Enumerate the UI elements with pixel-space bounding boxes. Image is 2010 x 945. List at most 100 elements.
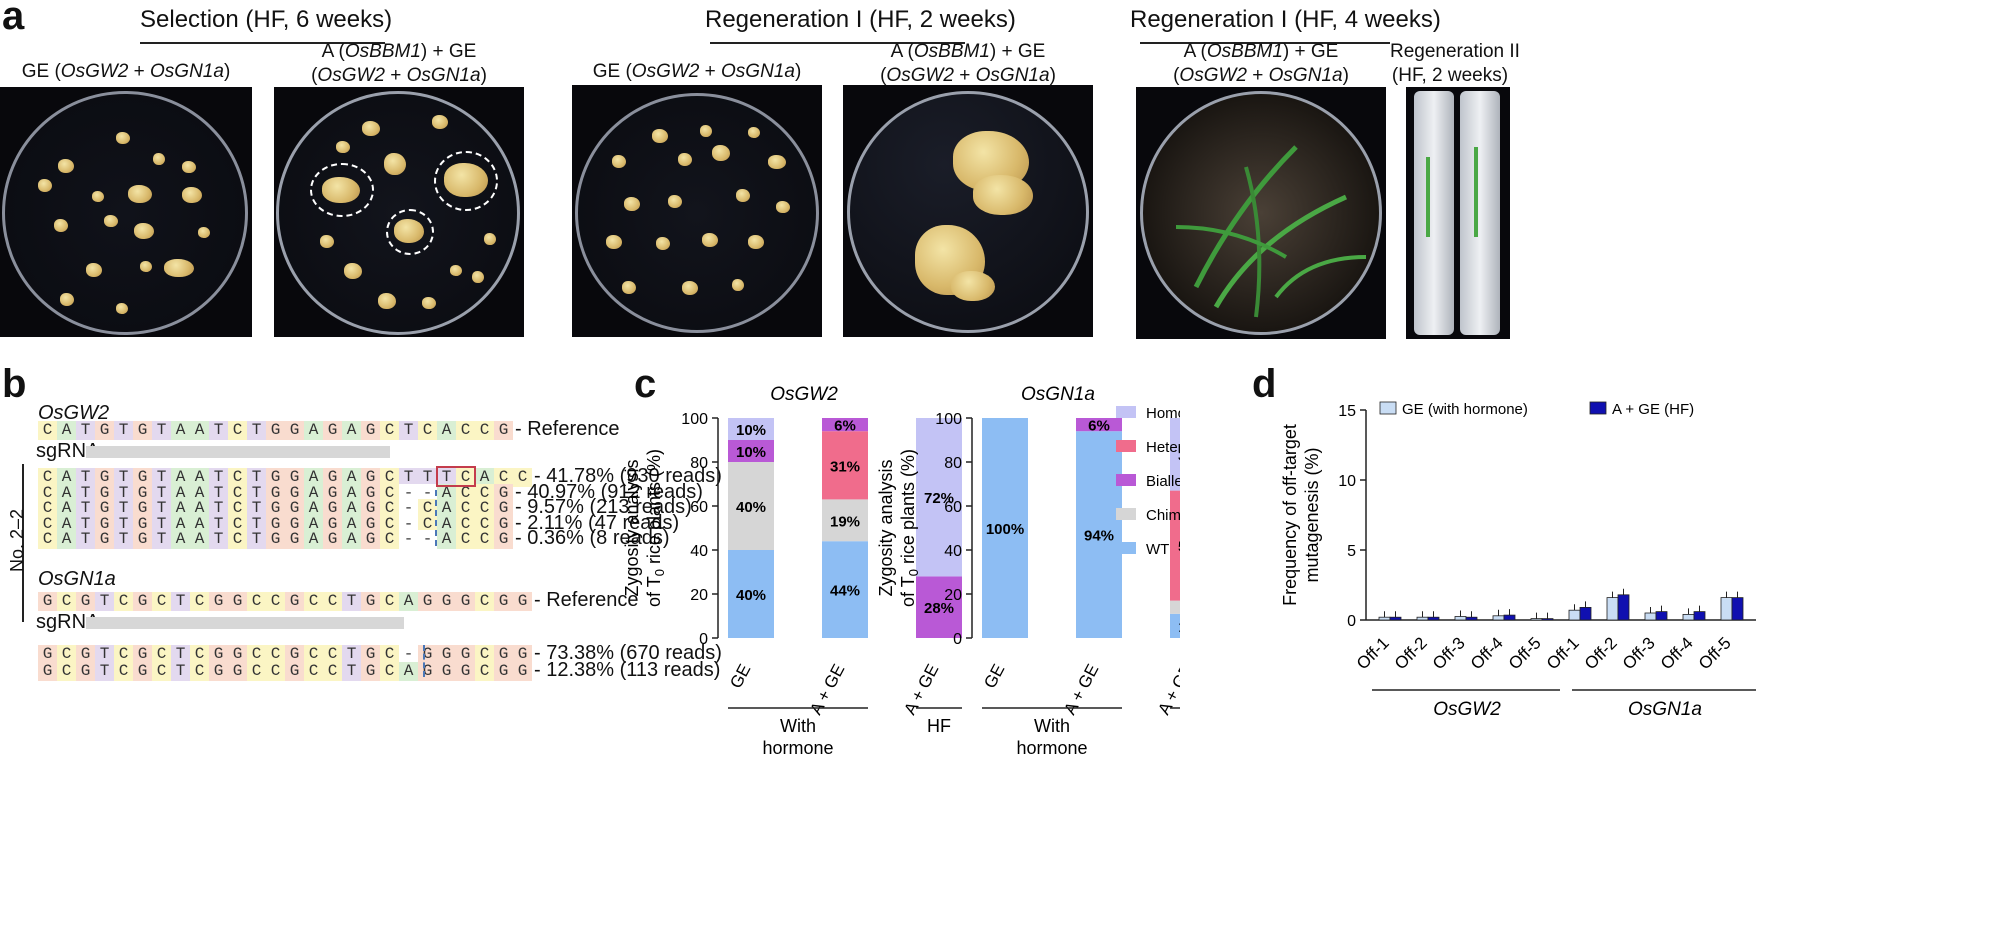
svg-text:Zygosity analysis: Zygosity analysis (876, 459, 896, 596)
bar (1644, 612, 1657, 621)
legend-swatch (1116, 474, 1136, 486)
nucleotide: G (361, 530, 380, 549)
data-label: 28% (924, 600, 954, 617)
nucleotide: G (228, 662, 247, 681)
nucleotide: C (114, 645, 133, 664)
nucleotide: G (266, 514, 285, 534)
nucleotide: G (266, 499, 285, 518)
nucleotide: A (437, 514, 456, 534)
nucleotide: C (114, 662, 133, 681)
nucleotide: A (171, 499, 190, 518)
nucleotide: G (361, 499, 380, 518)
nucleotide: G (285, 421, 304, 440)
nucleotide: T (399, 421, 418, 440)
nucleotide: T (247, 499, 266, 518)
nucleotide: A (304, 514, 323, 534)
nucleotide: G (361, 468, 380, 487)
nucleotide: G (133, 530, 152, 549)
nucleotide: C (266, 592, 285, 611)
nucleotide: C (228, 514, 247, 534)
chart-title: OsGN1a (1021, 384, 1095, 405)
nucleotide: C (57, 645, 76, 664)
legend-label: WT (1146, 541, 1169, 558)
stacked-bar-segment (1170, 418, 1180, 491)
nucleotide: G (494, 662, 513, 681)
nucleotide: G (323, 483, 342, 503)
stacked-bar-segment (1170, 613, 1180, 638)
stacked-bar-segment (728, 550, 774, 638)
nucleotide: C (475, 514, 494, 534)
stacked-bar-segment (1076, 431, 1122, 638)
nucleotide: C (304, 592, 323, 611)
y-tick-label: 40 (944, 543, 962, 560)
nucleotide: C (247, 592, 266, 611)
sgrna-label: sgRNA (36, 440, 100, 462)
stacked-bar-segment (1170, 490, 1180, 601)
nucleotide: G (133, 483, 152, 503)
nucleotide: T (342, 662, 361, 681)
nucleotide: G (323, 421, 342, 440)
nucleotide: G (285, 592, 304, 611)
panel-label-d: d (1252, 362, 1277, 406)
photo-caption: Regeneration II (HF, 2 weeks) (1390, 41, 1520, 86)
y-tick-label: 0 (699, 631, 708, 648)
nucleotide: C (380, 645, 399, 664)
nucleotide: C (456, 483, 475, 503)
nucleotide: C (475, 530, 494, 549)
photo-regeneration-4w (1136, 87, 1386, 339)
read-label: - 73.38% (670 reads) (534, 642, 722, 664)
read-label: - 40.97% (912 reads) (515, 480, 703, 503)
header-regeneration-2w: Regeneration I (HF, 2 weeks) (705, 6, 1016, 33)
header-rule (140, 42, 385, 44)
nucleotide: - (418, 530, 437, 549)
nucleotide: G (494, 421, 513, 440)
legend-swatch (1116, 508, 1136, 520)
photo-caption: GE (OsGW2 + OsGN1a) (21, 61, 231, 82)
nucleotide: G (361, 645, 380, 664)
nucleotide: C (494, 468, 513, 487)
nucleotide: C (228, 530, 247, 549)
group-label: OsGW2 (1433, 699, 1501, 720)
nucleotide: C (475, 483, 494, 503)
x-tick-label: Off-3 (1619, 633, 1659, 673)
nucleotide: A (190, 468, 209, 487)
y-tick-label: 80 (944, 455, 962, 472)
nucleotide: G (494, 592, 513, 611)
nucleotide: T (95, 662, 114, 681)
nucleotide: A (437, 530, 456, 549)
nucleotide: C (456, 499, 475, 518)
nucleotide: A (190, 499, 209, 518)
nucleotide: G (494, 530, 513, 549)
bar (1568, 609, 1581, 621)
nucleotide: A (342, 483, 361, 503)
nucleotide: - (418, 483, 437, 503)
group-label: With (780, 716, 816, 736)
nucleotide: A (171, 514, 190, 534)
nucleotide: - (399, 499, 418, 518)
x-tick-label: Off-1 (1353, 633, 1393, 673)
nucleotide: C (418, 421, 437, 440)
nucleotide: C (57, 592, 76, 611)
nucleotide: A (171, 483, 190, 503)
nucleotide: G (133, 468, 152, 487)
gene-label-osgw2: OsGW2 (38, 402, 110, 424)
legend-label: Heterozygote (1146, 439, 1180, 456)
nucleotide: G (285, 468, 304, 487)
photo-selection-age (274, 87, 524, 337)
nucleotide: C (418, 514, 437, 534)
data-label: 19% (830, 513, 860, 530)
header-selection: Selection (HF, 6 weeks) (140, 6, 393, 33)
header-rule (1140, 42, 1390, 44)
nucleotide: G (494, 645, 513, 664)
nucleotide: C (456, 514, 475, 534)
sgrna-label: sgRNA (36, 611, 100, 633)
legend-label: Chimera (1146, 507, 1180, 524)
nucleotide: C (323, 645, 342, 664)
nucleotide: A (57, 530, 76, 549)
nucleotide: G (76, 662, 95, 681)
nucleotide: C (38, 421, 57, 440)
stacked-bar-segment (1076, 418, 1122, 432)
